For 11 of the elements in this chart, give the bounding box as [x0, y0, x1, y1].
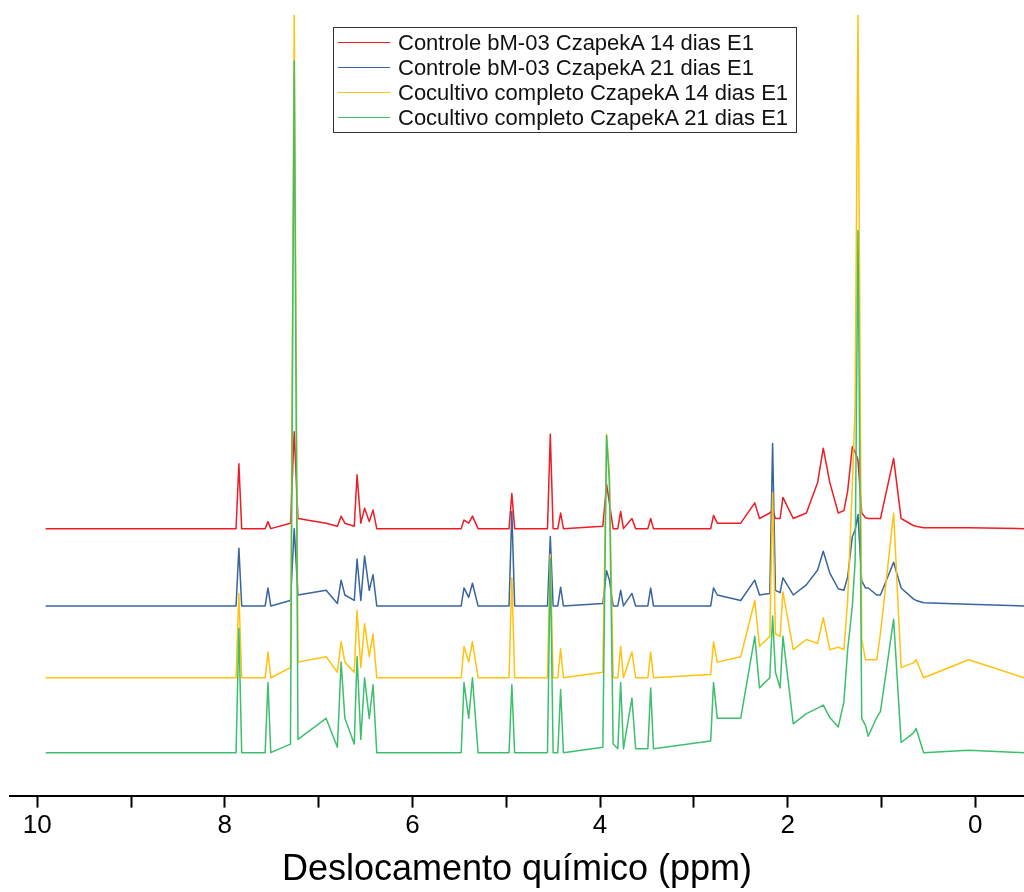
- x-tick-label: 10: [22, 809, 52, 840]
- x-tick-label: 2: [780, 809, 795, 840]
- legend-label: Controle bM-03 CzapekA 14 dias E1: [398, 30, 754, 55]
- legend-label: Cocultivo completo CzapekA 14 dias E1: [398, 80, 789, 105]
- x-axis-title: Deslocamento químico (ppm): [281, 847, 753, 889]
- x-tick-label: 8: [217, 809, 233, 840]
- legend-label: Controle bM-03 CzapekA 21 dias E1: [398, 55, 754, 80]
- x-tick-label: 4: [592, 809, 608, 840]
- x-tick-label: 0: [967, 809, 983, 840]
- legend-label: Cocultivo completo CzapekA 21 dias E1: [398, 105, 789, 130]
- x-tick-label: 6: [405, 809, 420, 840]
